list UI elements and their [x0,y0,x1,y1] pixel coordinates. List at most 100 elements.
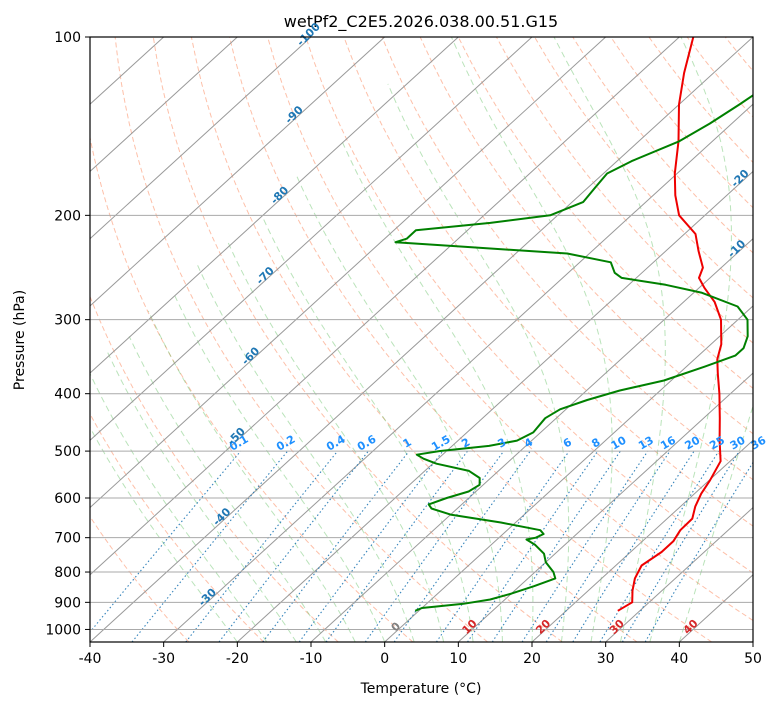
y-tick-label: 400 [54,387,81,403]
dry-adiabat-line [419,37,753,435]
isotherm-label: 10 [460,617,480,637]
isotherm-line [90,37,238,173]
isotherm-label: -10 [725,237,748,260]
mixing-ratio-label: 0.6 [355,432,379,453]
background-lines [90,37,775,642]
isotherm-line [90,37,459,374]
isotherm-line [457,372,753,642]
mixing-ratio-line [393,450,531,642]
y-tick-label: 500 [54,444,81,460]
mixing-ratio-label: 36 [748,433,768,452]
isotherm-line [90,37,680,576]
mixing-ratio-line [325,450,468,642]
x-tick-label: 20 [523,651,541,667]
isotherm-label: -70 [254,264,277,287]
mixing-ratio-label: 30 [728,433,748,452]
mixing-ratio-line [90,450,242,633]
moist-adiabat-line [147,310,356,642]
isotherm-label: -90 [283,103,306,126]
x-tick-label: 40 [670,651,688,667]
dry-adiabat-line [724,37,753,72]
chart-title: wetPf2_C2E5.2026.038.00.51.G15 [284,12,558,32]
dry-adiabat-line [763,37,775,642]
isotherm-label: 30 [607,617,627,637]
mixing-ratio-line [298,450,444,642]
dry-adiabat-line [267,37,753,622]
x-tick-label: 50 [744,651,762,667]
moist-adiabat-line [553,37,666,642]
y-tick-label: 1000 [45,622,81,638]
mixing-ratio-line [435,450,570,642]
moist-adiabat-line [128,336,327,642]
moist-adiabat-line [678,404,753,642]
x-axis-label: Temperature (°C) [360,681,482,697]
dry-adiabat-line [90,295,339,642]
plot-frame [89,36,754,643]
x-tick-label: -10 [300,651,323,667]
x-tick-label: -30 [152,651,175,667]
dry-adiabat-line [152,37,563,642]
temperature-trace [617,37,723,612]
y-tick-label: 300 [54,313,81,329]
y-axis-label: Pressure (hPa) [12,290,28,390]
dry-adiabat-line [686,37,753,118]
mixing-ratio-label: 13 [636,434,656,453]
mixing-ratio-label: 0.2 [274,433,297,454]
mixing-ratio-line [131,450,289,642]
dry-adiabat-line [572,37,753,254]
moist-adiabat-line [226,239,445,642]
moist-adiabat-line [387,83,570,642]
y-tick-label: 600 [54,491,81,507]
moist-adiabat-line [106,351,297,642]
isotherm-line [752,641,753,642]
moist-adiabat-line [295,173,503,642]
isotherm-line [90,37,312,240]
dry-adiabat-line [495,37,753,344]
dry-adiabat-line [534,37,753,299]
mixing-ratio-line [185,450,339,642]
dry-adiabat-line [229,37,712,642]
x-tick-label: 0 [380,651,389,667]
mixing-ratio-label: 4 [522,435,535,450]
isotherm-line [90,37,607,509]
isotherm-line [605,506,753,642]
isotherm-line [236,170,753,642]
x-axis: -40 -30 -20 -10 0 10 20 30 40 50 [79,642,762,667]
mixing-ratio-label: 20 [683,433,703,452]
mixing-ratio-label: 25 [707,434,727,453]
moist-adiabat-line [649,37,732,642]
x-tick-label: 10 [449,651,467,667]
dry-adiabat-line [381,37,753,481]
isotherm-label: 40 [681,617,701,637]
dry-adiabat-line [648,37,753,164]
dewpoint-trace [394,94,753,612]
isotherm-line [90,37,753,642]
isotherm-label: -20 [728,167,751,190]
mixing-ratio-line [545,450,671,642]
mixing-ratio-label: 1 [401,436,414,451]
x-tick-label: -20 [226,651,249,667]
isotherm-label: -30 [196,585,219,608]
y-tick-label: 700 [54,531,81,547]
mixing-ratio-line [218,450,369,642]
isotherm-label: 20 [533,617,553,637]
isotherm-label: -80 [268,183,291,206]
dry-adiabat-line [457,37,753,389]
isotherm-line [531,439,753,642]
mixing-ratio-line [364,450,505,642]
mixing-ratio-line [491,450,621,642]
x-tick-label: 30 [597,651,615,667]
x-tick-label: -40 [79,651,102,667]
mixing-ratio-line [262,450,410,642]
dry-adiabat-line [610,37,753,209]
mixing-ratio-line [621,450,740,642]
moist-adiabat-line [450,37,613,642]
sounding-traces [394,37,753,612]
moist-adiabat-line [261,215,474,642]
isotherm-line [384,305,753,642]
y-tick-label: 800 [54,565,81,581]
y-tick-label: 100 [54,30,81,46]
isotherm-line [310,237,753,642]
dry-adiabat-line [190,37,638,642]
